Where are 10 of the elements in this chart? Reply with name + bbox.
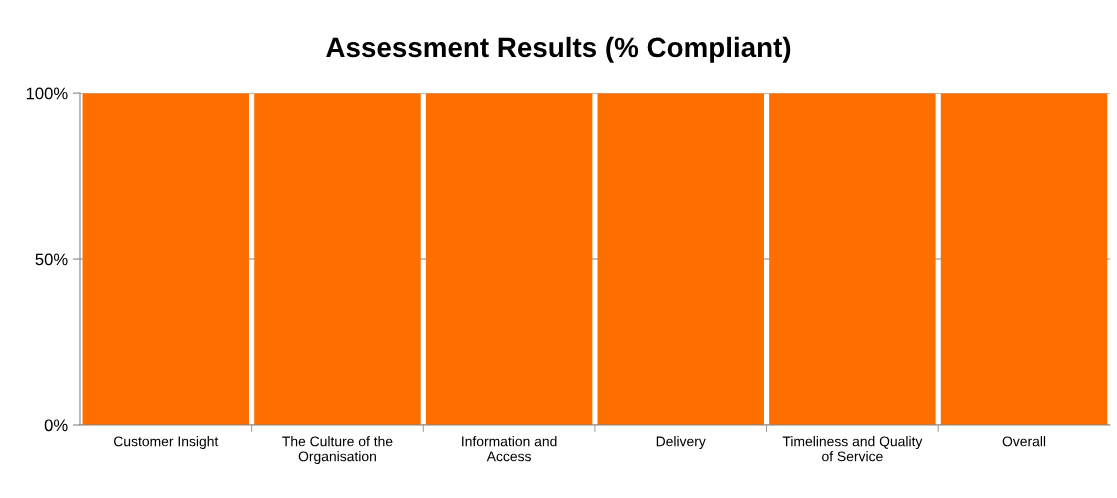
x-tick-label: Information and Access [462, 436, 557, 462]
x-tick-label: Overall [1002, 436, 1046, 447]
y-tick-label: 100% [26, 87, 68, 100]
x-tick-label: Timeliness and Quality of Service [782, 436, 923, 462]
y-tick-label: 0% [44, 419, 68, 432]
y-tick-label: 50% [35, 253, 68, 266]
x-tick-label: The Culture of the Organisation [282, 436, 393, 465]
x-tick-label: Customer Insight [114, 436, 219, 450]
chart-title: Assessment Results (% Compliant) [326, 36, 791, 63]
x-tick-label: Delivery [656, 436, 706, 450]
